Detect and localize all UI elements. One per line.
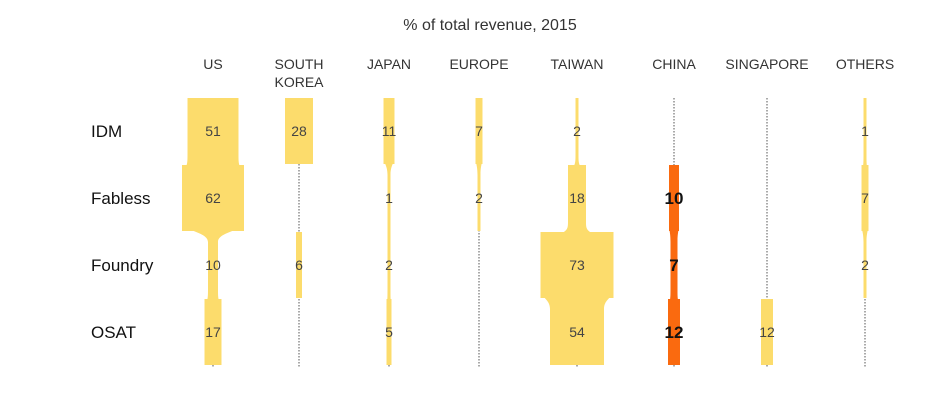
- bar-bridge: [540, 221, 614, 242]
- column-label: TAIWAN: [551, 56, 604, 72]
- value-label: 17: [205, 324, 221, 340]
- bar-block: [540, 232, 614, 298]
- value-label: 7: [669, 256, 678, 275]
- bar-block: [863, 98, 867, 164]
- column-singapore: 12: [759, 98, 775, 367]
- bar-block: [187, 98, 239, 164]
- bar-bridge: [540, 288, 614, 309]
- column-south-korea: 28 6: [285, 98, 313, 367]
- value-label: 73: [569, 257, 585, 273]
- value-label: 12: [665, 323, 684, 342]
- column-label: SOUTH: [275, 56, 324, 72]
- value-label: 10: [665, 189, 684, 208]
- bar-block: [863, 232, 867, 298]
- column-us: 51 62 10 17: [182, 98, 244, 367]
- value-label: 7: [475, 123, 483, 139]
- value-label: 10: [205, 257, 221, 273]
- value-label: 2: [475, 190, 483, 206]
- column-label: EUROPE: [449, 56, 508, 72]
- bar-block: [670, 232, 678, 298]
- bar-block: [550, 299, 604, 365]
- bar-block: [182, 165, 244, 231]
- bar-block: [386, 299, 392, 365]
- bar-bridge: [386, 288, 392, 309]
- value-label: 2: [573, 123, 581, 139]
- column-label: KOREA: [274, 74, 324, 90]
- bar-block: [296, 232, 302, 298]
- bar-block: [208, 232, 218, 298]
- value-label: 12: [759, 324, 775, 340]
- column-label: JAPAN: [367, 56, 411, 72]
- value-label: 62: [205, 190, 221, 206]
- bar-bridge: [387, 221, 391, 242]
- row-label-osat: OSAT: [91, 323, 136, 342]
- value-label: 7: [861, 190, 869, 206]
- bar-bridge: [861, 154, 869, 175]
- column-label: CHINA: [652, 56, 696, 72]
- bar-bridge: [204, 288, 222, 309]
- bar-block: [475, 98, 483, 164]
- value-label: 28: [291, 123, 307, 139]
- column-china: 10 7 12: [665, 98, 684, 367]
- value-label: 2: [861, 257, 869, 273]
- bar-block: [861, 165, 869, 231]
- value-label: 51: [205, 123, 221, 139]
- bar-bridge: [182, 154, 244, 175]
- bar-block: [285, 98, 313, 164]
- bar-block: [387, 232, 391, 298]
- column-label: US: [203, 56, 222, 72]
- bar-block: [477, 165, 481, 231]
- value-label: 5: [385, 324, 393, 340]
- bar-block: [204, 299, 222, 365]
- bar-bridge: [669, 221, 679, 242]
- value-label: 1: [861, 123, 869, 139]
- bar-bridge: [383, 154, 395, 175]
- chart-title: % of total revenue, 2015: [403, 17, 577, 34]
- row-label-foundry: Foundry: [91, 256, 154, 275]
- bar-block: [761, 299, 773, 365]
- column-others: 1 7 2: [861, 98, 869, 367]
- bar-block: [568, 165, 586, 231]
- bar-block: [383, 98, 395, 164]
- bar-block: [387, 165, 391, 231]
- row-label-fabless: Fabless: [91, 189, 151, 208]
- column-europe: 72: [475, 98, 483, 367]
- value-label: 54: [569, 324, 585, 340]
- bar-block: [669, 165, 679, 231]
- bar-block: [668, 299, 680, 365]
- value-label: 6: [295, 257, 303, 273]
- value-label: 2: [385, 257, 393, 273]
- bar-bridge: [182, 221, 244, 242]
- value-label: 18: [569, 190, 585, 206]
- bar-bridge: [475, 154, 483, 175]
- value-label: 11: [382, 123, 397, 139]
- column-label: SINGAPORE: [725, 56, 808, 72]
- column-taiwan: 2 18 73 54: [540, 98, 614, 367]
- value-label: 1: [385, 190, 393, 206]
- bar-block: [575, 98, 579, 164]
- row-label-idm: IDM: [91, 122, 122, 141]
- bar-bridge: [861, 221, 869, 242]
- column-label: OTHERS: [836, 56, 894, 72]
- bar-bridge: [668, 288, 680, 309]
- bar-bridge: [568, 154, 586, 175]
